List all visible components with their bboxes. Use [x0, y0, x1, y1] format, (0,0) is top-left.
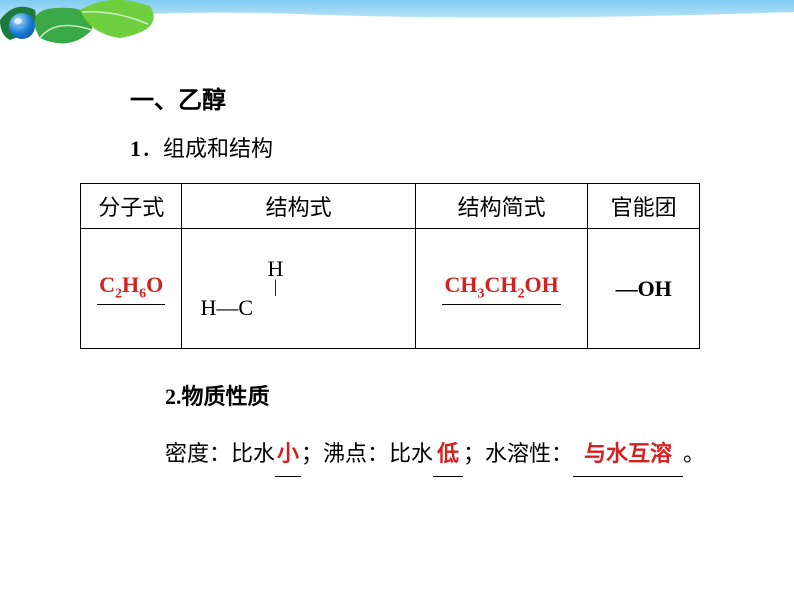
properties-line: 密度：比水小；沸点：比水低；水溶性： 与水互溶。: [165, 433, 714, 477]
subsection-text: ．组成和结构: [141, 136, 273, 161]
bp-label: ；沸点：比水: [301, 441, 433, 466]
slide-content: 一、乙醇 1．组成和结构 分子式 结构式 结构简式 官能团 C2H6O H | …: [80, 80, 714, 477]
density-label: 密度：比水: [165, 441, 275, 466]
table-header-row: 分子式 结构式 结构简式 官能团: [81, 184, 700, 229]
table-data-row: C2H6O H | H—C CH3CH2OH —OH: [81, 229, 700, 349]
cell-structural-full: H | H—C: [182, 229, 415, 349]
struct-main-row: H—C: [200, 295, 295, 320]
top-decoration: [0, 0, 794, 48]
molecular-formula: C2H6O: [97, 272, 165, 304]
composition-table: 分子式 结构式 结构简式 官能团 C2H6O H | H—C CH3CH2OH …: [80, 183, 700, 349]
subsection-1: 1．组成和结构: [130, 131, 714, 163]
condensed-formula: CH3CH2OH: [442, 272, 560, 304]
solubility-blank: 与水互溶: [573, 433, 683, 477]
bp-answer: 低: [437, 441, 459, 466]
header-molecular: 分子式: [81, 184, 182, 229]
cell-functional-group: —OH: [588, 229, 700, 349]
lewis-structure: H | H—C: [190, 256, 295, 321]
cell-structural-short: CH3CH2OH: [415, 229, 588, 349]
header-structural-full: 结构式: [182, 184, 415, 229]
functional-group: —OH: [616, 276, 672, 301]
density-blank: 小: [275, 433, 301, 477]
solubility-label: ；水溶性：: [463, 441, 573, 466]
header-structural-short: 结构简式: [415, 184, 588, 229]
subsection-2-title: 2.物质性质: [165, 379, 714, 411]
subsection-2: 2.物质性质 密度：比水小；沸点：比水低；水溶性： 与水互溶。: [165, 379, 714, 477]
header-functional-group: 官能团: [588, 184, 700, 229]
density-answer: 小: [277, 441, 299, 466]
struct-bond-v: |: [255, 281, 295, 295]
line-end: 。: [683, 441, 705, 466]
cell-molecular: C2H6O: [81, 229, 182, 349]
bp-blank: 低: [433, 433, 463, 477]
subsection-number: 1: [130, 136, 141, 161]
section-title: 一、乙醇: [130, 80, 714, 115]
solubility-answer: 与水互溶: [584, 441, 672, 466]
